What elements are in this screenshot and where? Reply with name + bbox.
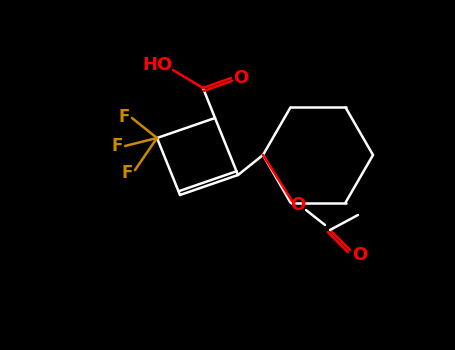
Text: F: F	[111, 137, 123, 155]
Text: O: O	[233, 69, 248, 87]
Text: F: F	[121, 164, 133, 182]
Text: HO: HO	[142, 56, 172, 74]
Text: O: O	[352, 246, 368, 264]
Text: F: F	[118, 108, 130, 126]
Text: O: O	[290, 196, 306, 214]
